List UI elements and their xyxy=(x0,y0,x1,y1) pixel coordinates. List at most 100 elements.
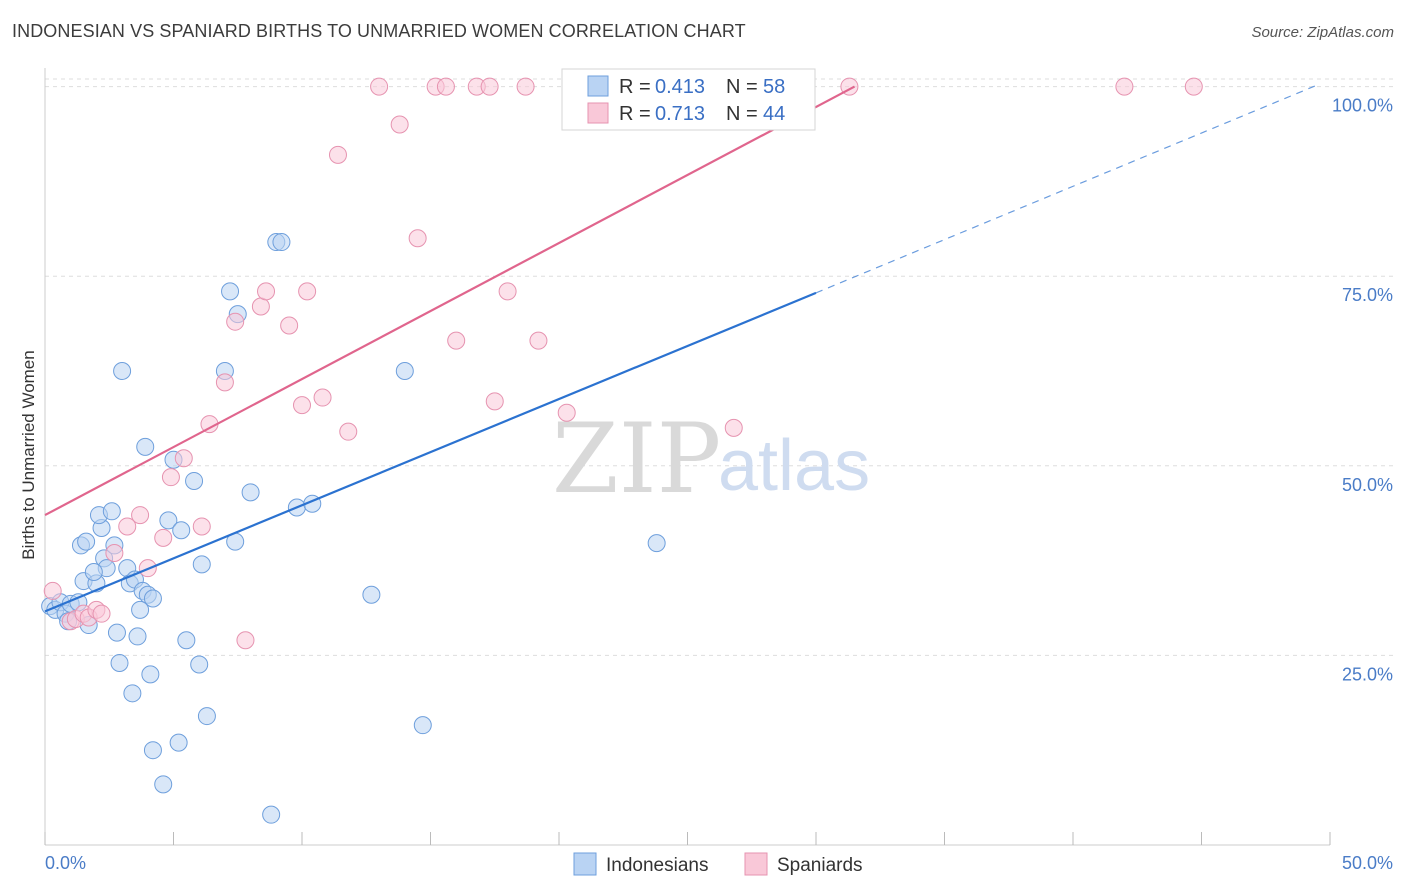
indonesians-point-51 xyxy=(262,805,281,824)
spaniards-point-6 xyxy=(92,604,111,623)
spaniards-point-7 xyxy=(105,544,124,563)
spaniards-point-28 xyxy=(390,115,409,134)
indonesians-point-43 xyxy=(113,361,132,380)
indonesians-point-45 xyxy=(221,282,240,301)
indonesians-point-33 xyxy=(159,511,178,530)
spaniards-point-34 xyxy=(480,77,499,96)
spaniards-point-21 xyxy=(280,316,299,335)
bottom-legend-label-indonesians: Indonesians xyxy=(606,855,708,876)
trend-layer xyxy=(44,84,1318,613)
indonesians-point-48 xyxy=(241,483,260,502)
legend-n-label-indonesians: N = xyxy=(726,76,758,98)
spaniards-point-32 xyxy=(447,331,466,350)
indonesians-point-30 xyxy=(136,437,155,456)
indonesians-point-20 xyxy=(110,653,129,672)
spaniards-point-37 xyxy=(516,77,535,96)
indonesians-point-37 xyxy=(177,631,196,650)
indonesians-point-26 xyxy=(131,600,150,619)
spaniards-point-35 xyxy=(485,392,504,411)
x-tick-label-min: 0.0% xyxy=(45,853,86,873)
spaniards-point-43 xyxy=(1184,77,1203,96)
indonesians-point-39 xyxy=(190,655,209,674)
indonesians-point-56 xyxy=(413,716,432,735)
indonesians-point-29 xyxy=(143,589,162,608)
indonesians-point-54 xyxy=(362,585,381,604)
grid-layer xyxy=(45,78,1393,656)
indonesians-point-38 xyxy=(185,471,204,490)
spaniards-point-11 xyxy=(154,528,173,547)
bottom-legend: Indonesians Spaniards xyxy=(573,852,863,876)
indonesians-point-25 xyxy=(128,627,147,646)
legend-n-value-indonesians: 58 xyxy=(763,76,785,98)
points-layer xyxy=(41,77,1203,824)
spaniards-point-14 xyxy=(192,517,211,536)
spaniards-point-26 xyxy=(328,145,347,164)
legend-n-label-spaniards: N = xyxy=(726,103,758,125)
indonesians-point-19 xyxy=(107,623,126,642)
indonesians-point-40 xyxy=(192,555,211,574)
source-label: Source: ZipAtlas.com xyxy=(1251,24,1394,41)
y-tick-label-100: 100.0% xyxy=(1332,96,1393,116)
chart-title: INDONESIAN VS SPANIARD BIRTHS TO UNMARRI… xyxy=(12,21,746,41)
watermark-zip: ZIP xyxy=(552,403,721,515)
indonesians-point-50 xyxy=(272,233,291,252)
legend-r-label-spaniards: R = xyxy=(619,103,651,125)
spaniards-point-23 xyxy=(293,396,311,415)
indonesians-trend-line xyxy=(44,291,817,613)
spaniards-point-0 xyxy=(43,581,62,600)
spaniards-point-13 xyxy=(174,449,193,468)
indonesians-point-10 xyxy=(77,532,96,551)
legend-box: R = 0.413 N = 58 R = 0.713 N = 44 xyxy=(561,68,816,131)
spaniards-point-12 xyxy=(161,468,180,487)
spaniards-point-22 xyxy=(298,282,317,301)
axes-layer: 25.0% 50.0% 75.0% 100.0% 0.0% 50.0% xyxy=(44,68,1393,873)
spaniards-trend-line xyxy=(44,85,856,517)
indonesians-point-34 xyxy=(154,775,173,794)
spaniards-point-38 xyxy=(529,331,548,350)
spaniards-point-31 xyxy=(436,77,455,96)
indonesians-point-32 xyxy=(143,741,162,760)
watermark-atlas: atlas xyxy=(718,426,870,506)
y-axis-label: Births to Unmarried Women xyxy=(19,350,38,559)
indonesians-point-16 xyxy=(84,562,103,581)
indonesians-point-17 xyxy=(102,502,121,521)
bottom-legend-label-spaniards: Spaniards xyxy=(777,855,863,876)
spaniards-point-8 xyxy=(118,517,137,536)
spaniards-point-36 xyxy=(498,282,517,301)
legend-swatch-spaniards xyxy=(587,102,609,124)
spaniards-point-25 xyxy=(339,422,358,441)
indonesians-trend-extension xyxy=(815,84,1318,294)
y-tick-label-75: 75.0% xyxy=(1342,285,1393,305)
indonesians-point-42 xyxy=(169,733,188,752)
legend-n-value-spaniards: 44 xyxy=(763,103,785,125)
bottom-legend-swatch-indonesians xyxy=(573,852,597,876)
indonesians-point-24 xyxy=(123,684,142,703)
spaniards-point-18 xyxy=(236,631,255,650)
legend-r-value-spaniards: 0.713 xyxy=(655,103,705,125)
indonesians-point-41 xyxy=(197,707,216,726)
indonesians-point-36 xyxy=(172,521,191,540)
indonesians-point-57 xyxy=(647,534,666,553)
spaniards-point-16 xyxy=(215,373,234,392)
spaniards-point-9 xyxy=(131,506,150,525)
y-tick-label-50: 50.0% xyxy=(1342,475,1393,495)
bottom-legend-swatch-spaniards xyxy=(744,852,768,876)
legend-swatch-indonesians xyxy=(587,75,609,97)
legend-r-value-indonesians: 0.413 xyxy=(655,76,705,98)
indonesians-point-31 xyxy=(141,665,160,684)
watermark: ZIP atlas xyxy=(552,403,870,515)
spaniards-point-40 xyxy=(724,418,743,437)
indonesians-point-55 xyxy=(395,361,414,380)
spaniards-point-29 xyxy=(408,229,427,248)
spaniards-point-20 xyxy=(257,282,276,301)
legend-r-label-indonesians: R = xyxy=(619,76,651,98)
x-tick-label-max: 50.0% xyxy=(1342,853,1393,873)
spaniards-point-39 xyxy=(557,403,576,422)
spaniards-point-19 xyxy=(251,297,270,316)
spaniards-point-24 xyxy=(313,388,332,407)
y-tick-label-25: 25.0% xyxy=(1342,664,1393,684)
spaniards-point-17 xyxy=(226,312,245,331)
spaniards-point-27 xyxy=(370,77,389,96)
spaniards-point-42 xyxy=(1115,77,1134,96)
